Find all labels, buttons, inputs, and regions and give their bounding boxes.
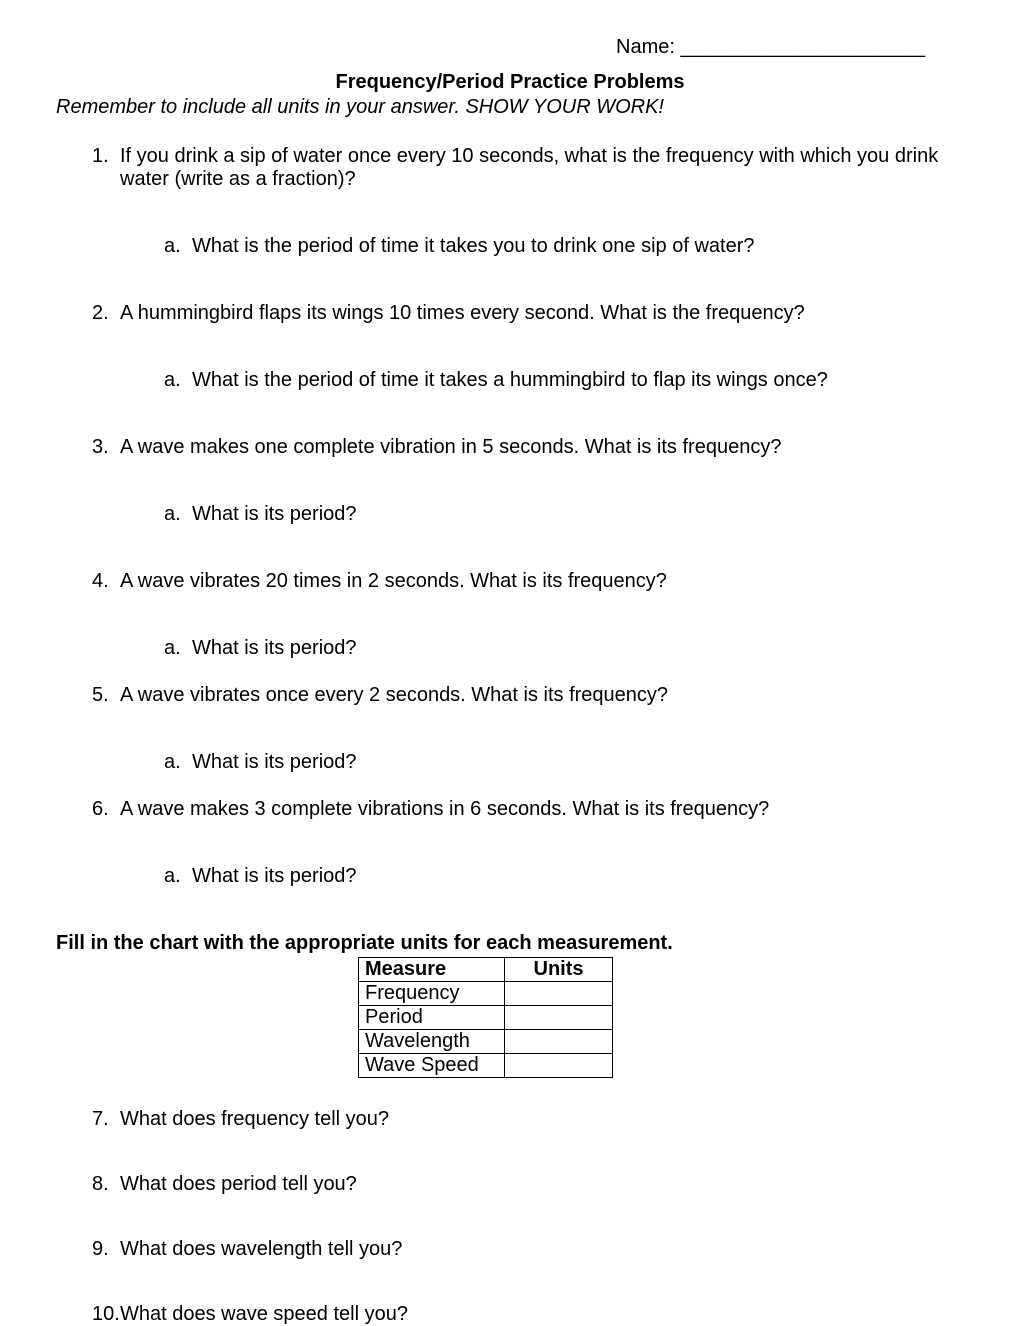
problem-number: 6.: [92, 798, 120, 888]
table-row: Wavelength: [359, 1030, 613, 1054]
problem-text: A wave vibrates 20 times in 2 seconds. W…: [120, 570, 667, 592]
page-title: Frequency/Period Practice Problems: [56, 71, 964, 94]
units-table: Measure Units Frequency Period Wavelengt…: [358, 957, 613, 1078]
question-number: 10.: [92, 1303, 120, 1326]
problem-6: 6. A wave makes 3 complete vibrations in…: [92, 798, 964, 888]
cell-measure: Wavelength: [359, 1030, 505, 1054]
col-header-measure: Measure: [359, 958, 505, 982]
problem-body: A wave makes one complete vibration in 5…: [120, 436, 964, 526]
problem-text: A hummingbird flaps its wings 10 times e…: [120, 302, 805, 324]
problem-text: A wave vibrates once every 2 seconds. Wh…: [120, 684, 668, 706]
problem-body: A wave vibrates once every 2 seconds. Wh…: [120, 684, 964, 774]
subproblem-4a: a. What is its period?: [120, 637, 964, 660]
problem-text: A wave makes 3 complete vibrations in 6 …: [120, 798, 769, 820]
subproblem-text: What is the period of time it takes you …: [192, 235, 755, 258]
problem-3: 3. A wave makes one complete vibration i…: [92, 436, 964, 526]
subproblem-number: a.: [164, 637, 192, 660]
name-field-label: Name: ______________________: [616, 36, 964, 59]
question-8: 8. What does period tell you?: [92, 1173, 964, 1196]
problem-5: 5. A wave vibrates once every 2 seconds.…: [92, 684, 964, 774]
subproblem-6a: a. What is its period?: [120, 865, 964, 888]
subproblem-3a: a. What is its period?: [120, 503, 964, 526]
subproblem-1a: a. What is the period of time it takes y…: [120, 235, 964, 258]
subproblem-5a: a. What is its period?: [120, 751, 964, 774]
cell-units[interactable]: [505, 1006, 613, 1030]
problem-number: 3.: [92, 436, 120, 526]
subproblem-number: a.: [164, 751, 192, 774]
question-text: What does frequency tell you?: [120, 1108, 389, 1131]
cell-measure: Frequency: [359, 982, 505, 1006]
question-7: 7. What does frequency tell you?: [92, 1108, 964, 1131]
problem-4: 4. A wave vibrates 20 times in 2 seconds…: [92, 570, 964, 660]
instruction-text: Remember to include all units in your an…: [56, 96, 964, 119]
problem-text: If you drink a sip of water once every 1…: [120, 145, 938, 190]
table-row: Frequency: [359, 982, 613, 1006]
problem-body: A wave makes 3 complete vibrations in 6 …: [120, 798, 964, 888]
problem-number: 5.: [92, 684, 120, 774]
problem-1: 1. If you drink a sip of water once ever…: [92, 145, 964, 258]
subproblem-number: a.: [164, 503, 192, 526]
problems-list: 1. If you drink a sip of water once ever…: [56, 145, 964, 888]
cell-units[interactable]: [505, 1054, 613, 1078]
worksheet-page: Name: ______________________ Frequency/P…: [0, 0, 1020, 1320]
cell-measure: Period: [359, 1006, 505, 1030]
question-number: 8.: [92, 1173, 120, 1196]
table-header-row: Measure Units: [359, 958, 613, 982]
question-9: 9. What does wavelength tell you?: [92, 1238, 964, 1261]
cell-units[interactable]: [505, 982, 613, 1006]
subproblem-text: What is the period of time it takes a hu…: [192, 369, 828, 392]
problem-body: A hummingbird flaps its wings 10 times e…: [120, 302, 964, 392]
question-text: What does wave speed tell you?: [120, 1303, 408, 1326]
problem-text: A wave makes one complete vibration in 5…: [120, 436, 781, 458]
question-number: 9.: [92, 1238, 120, 1261]
table-section-heading: Fill in the chart with the appropriate u…: [56, 932, 964, 955]
subproblem-text: What is its period?: [192, 637, 357, 660]
problem-2: 2. A hummingbird flaps its wings 10 time…: [92, 302, 964, 392]
problem-body: If you drink a sip of water once every 1…: [120, 145, 964, 258]
question-10: 10. What does wave speed tell you?: [92, 1303, 964, 1326]
table-row: Wave Speed: [359, 1054, 613, 1078]
subproblem-number: a.: [164, 369, 192, 392]
problem-body: A wave vibrates 20 times in 2 seconds. W…: [120, 570, 964, 660]
subproblem-number: a.: [164, 235, 192, 258]
problem-number: 2.: [92, 302, 120, 392]
subproblem-2a: a. What is the period of time it takes a…: [120, 369, 964, 392]
subproblem-number: a.: [164, 865, 192, 888]
question-text: What does wavelength tell you?: [120, 1238, 402, 1261]
subproblem-text: What is its period?: [192, 865, 357, 888]
subproblem-text: What is its period?: [192, 503, 357, 526]
question-number: 7.: [92, 1108, 120, 1131]
questions-list: 7. What does frequency tell you? 8. What…: [56, 1108, 964, 1326]
problem-number: 1.: [92, 145, 120, 258]
table-row: Period: [359, 1006, 613, 1030]
problem-number: 4.: [92, 570, 120, 660]
col-header-units: Units: [505, 958, 613, 982]
cell-measure: Wave Speed: [359, 1054, 505, 1078]
subproblem-text: What is its period?: [192, 751, 357, 774]
cell-units[interactable]: [505, 1030, 613, 1054]
question-text: What does period tell you?: [120, 1173, 357, 1196]
